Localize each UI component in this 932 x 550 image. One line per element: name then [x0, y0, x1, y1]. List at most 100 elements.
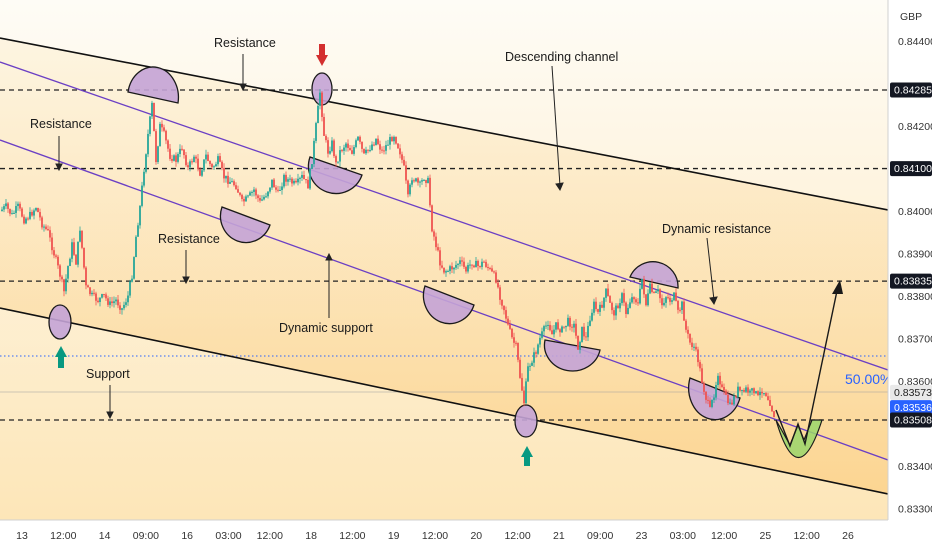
candle-body	[555, 322, 557, 330]
fib-level-label: 50.00%	[845, 371, 892, 387]
candle-body	[489, 268, 491, 270]
candle-body	[665, 297, 667, 303]
candle-body	[9, 208, 11, 214]
price-tag-box	[890, 384, 932, 400]
candle-body	[153, 102, 155, 132]
candle-body	[1, 209, 3, 212]
candle-body	[365, 149, 367, 154]
candle-body	[559, 329, 561, 333]
candle-body	[499, 287, 501, 300]
x-tick-label: 12:00	[257, 530, 283, 542]
candle-body	[631, 297, 633, 303]
label-resistance-left: Resistance	[30, 117, 92, 131]
candle-body	[97, 300, 99, 302]
projection-arrowhead	[832, 280, 843, 294]
candle-body	[129, 281, 131, 296]
candle-body	[119, 305, 121, 310]
candle-body	[399, 148, 401, 155]
candle-body	[457, 263, 459, 265]
candle-body	[481, 261, 483, 267]
candle-body	[387, 144, 389, 146]
candle-body	[763, 393, 765, 395]
label-dynamic-resistance: Dynamic resistance	[662, 222, 771, 236]
candle-body	[173, 155, 175, 161]
candle-body	[711, 399, 713, 407]
candle-body	[525, 381, 527, 404]
candle-body	[295, 180, 297, 183]
candle-body	[121, 308, 123, 310]
candle-body	[253, 189, 255, 192]
candle-body	[677, 300, 679, 310]
candle-body	[393, 136, 395, 142]
x-tick-label: 12:00	[339, 530, 365, 542]
candle-body	[287, 179, 289, 182]
candle-body	[563, 326, 565, 328]
candle-body	[565, 325, 567, 328]
candle-body	[95, 293, 97, 301]
candle-body	[135, 236, 137, 258]
candle-body	[577, 335, 579, 350]
candle-body	[641, 278, 643, 289]
candle-body	[709, 400, 711, 407]
x-tick-label: 21	[553, 530, 565, 542]
candle-body	[515, 342, 517, 344]
label-resistance-mid: Resistance	[158, 232, 220, 246]
candle-body	[603, 297, 605, 308]
candle-body	[715, 385, 717, 398]
candle-body	[601, 304, 603, 308]
candle-body	[591, 312, 593, 321]
candle-body	[409, 184, 411, 195]
candle-body	[401, 154, 403, 160]
candle-body	[605, 288, 607, 298]
candle-body	[585, 336, 587, 338]
candle-body	[33, 210, 35, 216]
candle-body	[59, 265, 61, 277]
candle-body	[81, 230, 83, 248]
candle-body	[493, 271, 495, 273]
candle-body	[583, 326, 585, 337]
candle-body	[733, 395, 735, 405]
candle-body	[615, 305, 617, 316]
candle-body	[731, 402, 733, 405]
price-tag-label: 0.83508	[894, 415, 932, 427]
price-tag-label: 0.84285	[894, 85, 932, 97]
candle-body	[235, 185, 237, 190]
candle-body	[219, 156, 221, 162]
candle-body	[745, 387, 747, 392]
candle-body	[427, 177, 429, 183]
candle-body	[467, 265, 469, 272]
x-tick-label: 12:00	[794, 530, 820, 542]
candle-body	[103, 294, 105, 296]
candle-body	[37, 208, 39, 213]
candle-body	[551, 330, 553, 335]
candle-body	[55, 255, 57, 257]
candle-body	[429, 177, 431, 206]
candle-body	[245, 196, 247, 202]
candle-body	[47, 229, 49, 231]
candle-body	[69, 258, 71, 267]
candle-body	[23, 216, 25, 224]
candle-body	[475, 260, 477, 268]
candle-body	[45, 226, 47, 230]
candle-body	[765, 393, 767, 397]
candle-body	[237, 189, 239, 193]
candle-body	[273, 179, 275, 188]
candle-body	[707, 399, 709, 401]
candle-body	[167, 140, 169, 149]
candle-body	[3, 206, 5, 210]
candle-body	[455, 264, 457, 268]
candle-body	[629, 302, 631, 308]
x-tick-label: 09:00	[133, 530, 159, 542]
candle-body	[421, 180, 423, 182]
x-tick-label: 23	[636, 530, 648, 542]
candle-body	[485, 261, 487, 267]
candle-body	[51, 237, 53, 251]
candle-body	[349, 147, 351, 151]
candle-body	[667, 297, 669, 299]
candle-body	[379, 144, 381, 150]
candle-body	[91, 292, 93, 295]
candle-body	[727, 394, 729, 404]
candle-body	[107, 298, 109, 305]
